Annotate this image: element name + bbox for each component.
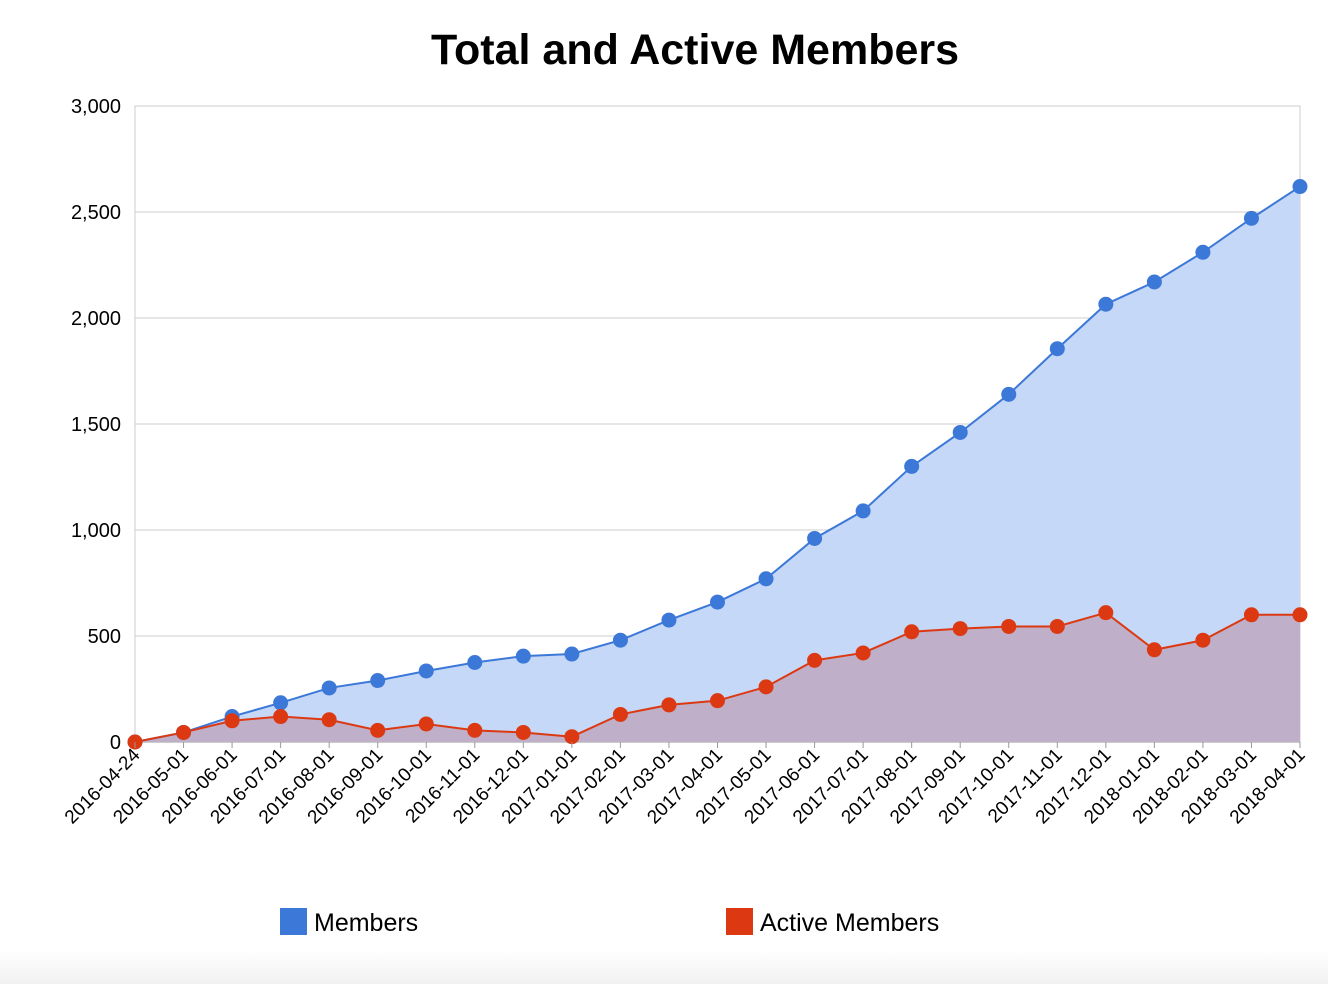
data-point-members[interactable]	[515, 648, 531, 664]
data-point-members[interactable]	[807, 530, 823, 546]
data-point-active-members[interactable]	[710, 693, 725, 709]
data-point-active-members[interactable]	[224, 713, 240, 729]
data-point-members[interactable]	[1146, 274, 1162, 290]
data-point-active-members[interactable]	[564, 729, 580, 745]
y-tick-label: 2,500	[71, 202, 121, 224]
data-point-members[interactable]	[321, 680, 337, 696]
data-point-members[interactable]	[1195, 244, 1211, 260]
data-point-members[interactable]	[952, 424, 968, 440]
chart-title: Total and Active Members	[431, 26, 959, 74]
legend-item-active-members[interactable]: Active Members	[726, 908, 939, 937]
data-point-active-members[interactable]	[612, 706, 628, 722]
legend-label: Members	[314, 909, 418, 937]
data-point-members[interactable]	[904, 458, 920, 474]
data-point-members[interactable]	[1292, 179, 1308, 195]
data-point-active-members[interactable]	[418, 716, 434, 732]
y-tick-label: 1,000	[71, 520, 121, 542]
data-point-members[interactable]	[370, 673, 386, 689]
data-point-active-members[interactable]	[952, 621, 968, 637]
data-point-active-members[interactable]	[758, 679, 774, 695]
data-point-active-members[interactable]	[904, 624, 920, 640]
data-point-active-members[interactable]	[1292, 607, 1308, 623]
data-point-members[interactable]	[855, 503, 871, 519]
data-point-active-members[interactable]	[515, 724, 531, 740]
data-point-members[interactable]	[661, 612, 677, 628]
data-point-active-members[interactable]	[807, 652, 823, 668]
data-point-active-members[interactable]	[273, 709, 289, 725]
data-point-members[interactable]	[612, 632, 628, 648]
data-point-active-members[interactable]	[1098, 605, 1114, 621]
series-areas	[135, 186, 1300, 742]
data-point-active-members[interactable]	[370, 722, 386, 738]
data-point-active-members[interactable]	[321, 712, 337, 728]
data-point-members[interactable]	[418, 663, 434, 679]
legend: Members Active Members	[280, 908, 939, 937]
y-tick-label: 3,000	[71, 96, 121, 118]
data-point-active-members[interactable]	[855, 645, 871, 661]
legend-label: Active Members	[760, 909, 939, 937]
data-point-members[interactable]	[710, 594, 725, 610]
y-tick-label: 1,500	[71, 414, 121, 436]
area-members	[135, 186, 1300, 742]
legend-swatch	[726, 908, 753, 935]
y-tick-label: 0	[110, 732, 121, 754]
legend-swatch	[280, 908, 307, 935]
data-point-members[interactable]	[1098, 296, 1114, 312]
data-point-active-members[interactable]	[176, 724, 192, 740]
data-point-active-members[interactable]	[1049, 618, 1065, 634]
y-tick-label: 500	[88, 626, 121, 648]
data-point-active-members[interactable]	[661, 697, 677, 713]
data-point-active-members[interactable]	[467, 722, 483, 738]
legend-item-members[interactable]: Members	[280, 908, 418, 937]
data-point-active-members[interactable]	[1001, 618, 1017, 634]
data-point-members[interactable]	[758, 571, 774, 587]
data-point-members[interactable]	[564, 646, 580, 662]
data-point-active-members[interactable]	[1146, 642, 1162, 658]
data-point-members[interactable]	[1001, 386, 1017, 402]
x-axis-tick-labels: 2016-04-242016-05-012016-06-012016-07-01…	[61, 742, 1310, 828]
data-point-active-members[interactable]	[1243, 607, 1259, 623]
data-point-members[interactable]	[1049, 341, 1065, 357]
area-active-members	[135, 612, 1300, 742]
data-point-members[interactable]	[1243, 210, 1259, 226]
y-axis-tick-labels: 0 500 1,000 1,500 2,000 2,500 3,000	[71, 96, 121, 754]
data-point-members[interactable]	[467, 655, 483, 670]
window-bottom-edge	[0, 950, 1328, 984]
y-tick-label: 2,000	[71, 308, 121, 330]
data-point-active-members[interactable]	[1195, 632, 1211, 648]
data-point-members[interactable]	[273, 695, 289, 711]
